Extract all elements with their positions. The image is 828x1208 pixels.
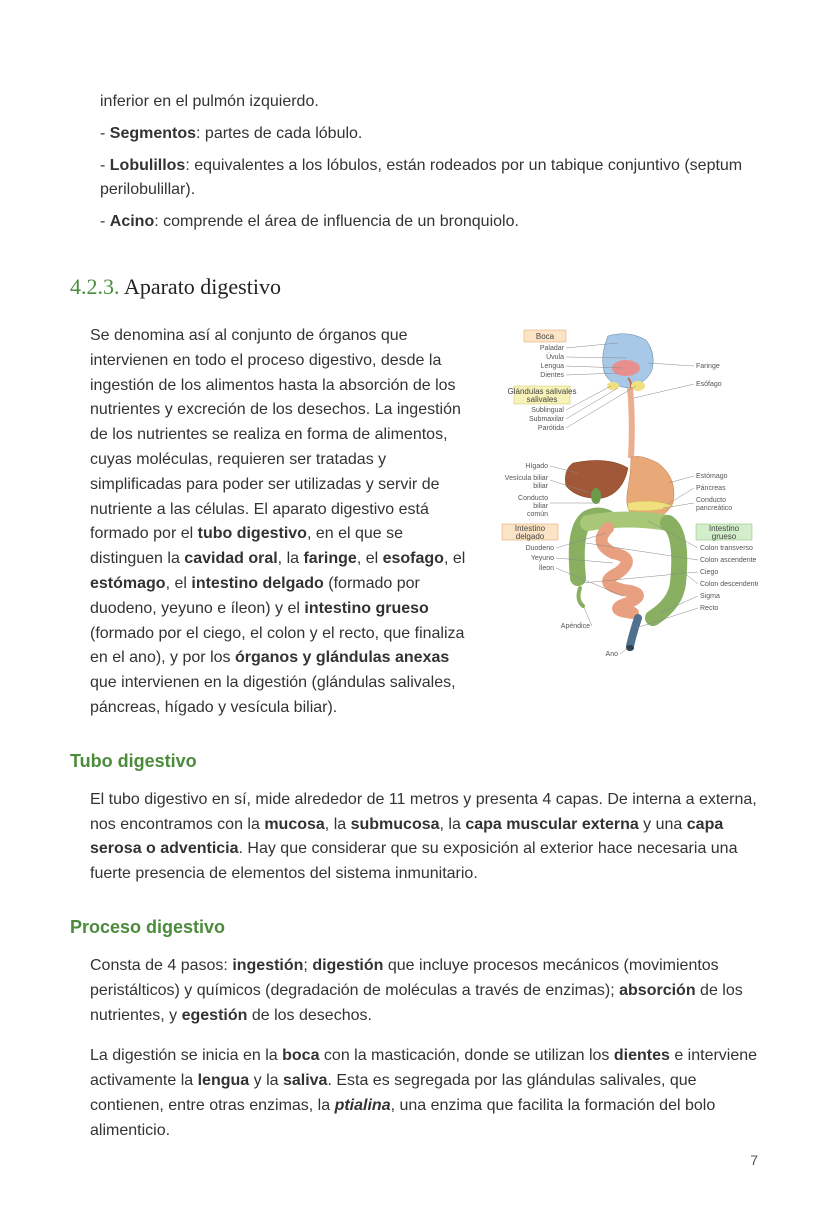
bullet-rest: : comprende el área de influencia de un … (154, 213, 519, 230)
lbl-lengua: Lengua (541, 363, 564, 370)
lbl-uvula: Úvula (546, 352, 564, 361)
bullet-label: Segmentos (110, 125, 196, 142)
term-mucosa: mucosa (264, 816, 324, 833)
intro-text: Se denomina así al conjunto de órganos q… (90, 327, 461, 542)
lbl-boca: Boca (536, 332, 555, 341)
lbl-recto: Recto (700, 605, 718, 612)
lbl-colon-descendente: Colon descendente (700, 581, 758, 588)
proceso-paragraph-1: Consta de 4 pasos: ingestión; digestión … (90, 954, 758, 1028)
page-number: 7 (750, 1152, 758, 1168)
lbl-paladar: Paladar (540, 345, 565, 352)
svg-text:grueso: grueso (712, 532, 737, 541)
top-continuation-text: inferior en el pulmón izquierdo. (100, 90, 758, 114)
term-ptialina: ptialina (335, 1097, 391, 1114)
svg-text:Conducto: Conducto (696, 497, 726, 504)
svg-text:biliar: biliar (533, 503, 548, 510)
lbl-sigma: Sigma (700, 593, 720, 600)
lbl-apendice: Apéndice (561, 623, 590, 630)
lbl-parotida: Parótida (538, 425, 564, 432)
svg-text:común: común (527, 511, 548, 518)
diagram-svg: Boca Paladar Úvula Lengua Dientes Glándu… (478, 328, 758, 668)
document-page: inferior en el pulmón izquierdo. - Segme… (0, 0, 828, 1208)
heading-number: 4.2.3. (70, 274, 120, 299)
term-boca: boca (282, 1047, 319, 1064)
proceso-paragraph-2: La digestión se inicia en la boca con la… (90, 1044, 758, 1143)
lbl-vesicula: Vesícula biliar (505, 475, 549, 482)
term-intestino-grueso: intestino grueso (304, 600, 428, 617)
term-cavidad-oral: cavidad oral (184, 550, 277, 567)
lbl-colon-ascendente: Colon ascendente (700, 557, 757, 564)
bullet-rest: : partes de cada lóbulo. (196, 125, 362, 142)
term-estomago: estómago (90, 575, 166, 592)
lbl-estomago: Estómago (696, 473, 728, 480)
digestive-system-diagram: Boca Paladar Úvula Lengua Dientes Glándu… (478, 328, 758, 672)
svg-text:pancreático: pancreático (696, 505, 732, 512)
subheading-tubo-digestivo: Tubo digestivo (70, 751, 758, 772)
lbl-duodeno: Duodeno (526, 545, 555, 552)
lbl-submaxilar: Submaxilar (529, 416, 565, 423)
bullet-lobulillos: - Lobulillos: equivalentes a los lóbulos… (100, 154, 758, 202)
lbl-ciego: Ciego (700, 569, 718, 576)
svg-text:Conducto: Conducto (518, 495, 548, 502)
lbl-pancreas: Páncreas (696, 485, 726, 492)
term-capa-muscular: capa muscular externa (465, 816, 638, 833)
term-faringe: faringe (303, 550, 356, 567)
lbl-ileon: Íleon (539, 563, 554, 572)
lbl-yeyuno: Yeyuno (531, 555, 554, 562)
tubo-paragraph: El tubo digestivo en sí, mide alrededor … (90, 788, 758, 887)
bullet-rest: : equivalentes a los lóbulos, están rode… (100, 157, 742, 198)
svg-text:salivales: salivales (527, 395, 558, 404)
lbl-dientes: Dientes (540, 372, 564, 379)
bullet-label: Lobulillos (110, 157, 186, 174)
heading-title: Aparato digestivo (124, 274, 281, 299)
term-lengua: lengua (198, 1072, 250, 1089)
term-ingestion: ingestión (232, 957, 303, 974)
term-intestino-delgado: intestino delgado (191, 575, 323, 592)
lbl-colon-transverso: Colon transverso (700, 545, 753, 552)
lbl-sublingual: Sublingual (531, 407, 564, 414)
term-submucosa: submucosa (351, 816, 440, 833)
term-esofago: esofago (383, 550, 444, 567)
bullet-label: Acino (110, 213, 154, 230)
subheading-proceso-digestivo: Proceso digestivo (70, 917, 758, 938)
lbl-ano: Ano (606, 651, 619, 658)
svg-text:biliar: biliar (533, 483, 548, 490)
lbl-faringe: Faringe (696, 363, 720, 370)
lbl-higado: Hígado (525, 463, 548, 470)
term-organos-anexos: órganos y glándulas anexas (235, 649, 449, 666)
term-absorcion: absorción (619, 982, 695, 999)
lbl-esofago: Esófago (696, 381, 722, 388)
svg-text:delgado: delgado (516, 532, 545, 541)
term-digestion: digestión (312, 957, 383, 974)
intro-wrap: Boca Paladar Úvula Lengua Dientes Glándu… (90, 324, 758, 721)
bullet-segmentos: - Segmentos: partes de cada lóbulo. (100, 122, 758, 146)
term-dientes: dientes (614, 1047, 670, 1064)
bullet-acino: - Acino: comprende el área de influencia… (100, 210, 758, 234)
term-egestion: egestión (182, 1007, 248, 1024)
term-saliva: saliva (283, 1072, 327, 1089)
section-heading: 4.2.3. Aparato digestivo (70, 274, 758, 300)
term-tubo-digestivo: tubo digestivo (198, 525, 307, 542)
